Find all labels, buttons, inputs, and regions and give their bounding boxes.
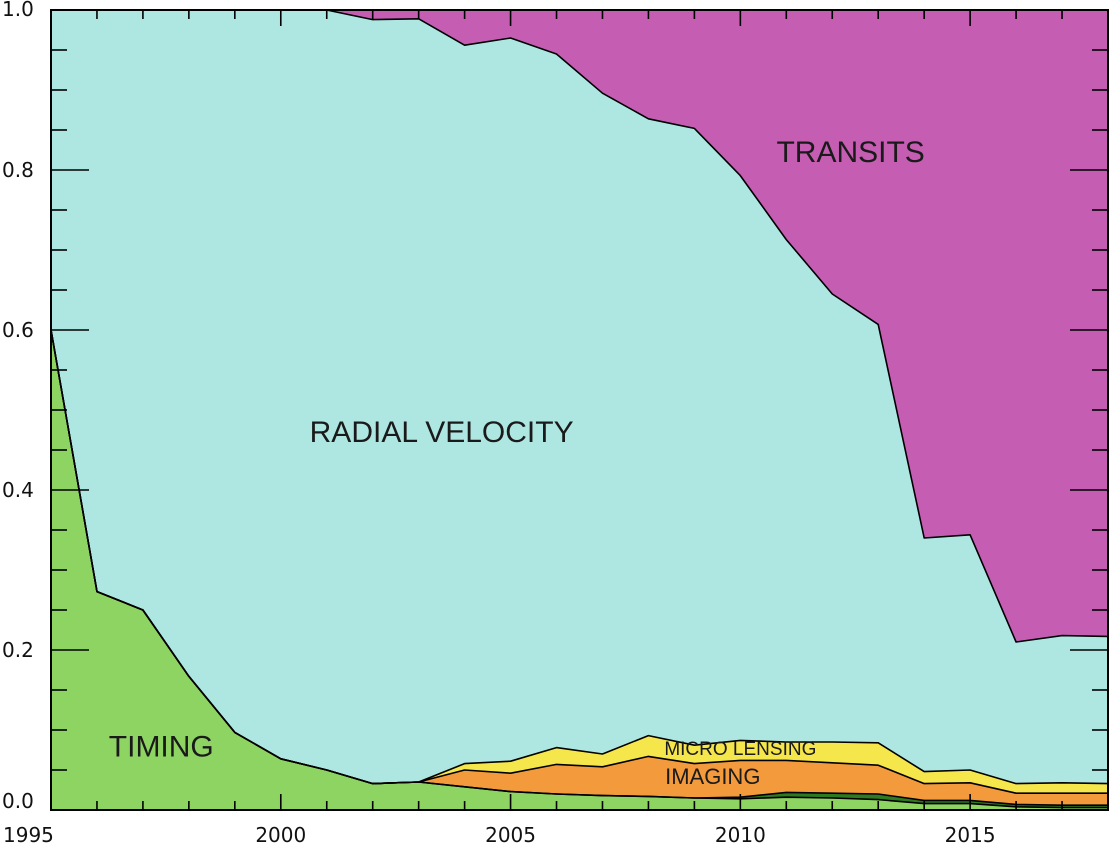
area-annotations: TRANSITS RADIAL VELOCITY TIMING MICRO LENSI…	[109, 136, 925, 789]
y-tick-label: 0.0	[2, 789, 34, 813]
y-tick-label: 0.2	[2, 638, 34, 662]
annotation-transits: TRANSITS	[776, 136, 924, 169]
x-tick-label: 2000	[255, 823, 306, 847]
annotation-radial-velocity: RADIAL VELOCITY	[310, 416, 574, 449]
x-tick-label: 2015	[945, 823, 996, 847]
tick-labels: 1995 2000 2005 2010 2015 0.0 0.2 0.4 0.6 0.8 1.0	[2, 0, 996, 847]
axis-ticks	[50, 9, 1109, 811]
y-tick-label: 0.8	[2, 158, 34, 182]
annotation-imaging: IMAGING	[665, 764, 760, 789]
area-series-group	[50, 9, 1109, 810]
boundary-line-micro-lensing	[50, 329, 1109, 785]
y-tick-label: 1.0	[2, 0, 34, 21]
area-transits	[51, 10, 1108, 642]
annotation-micro-lensing: MICRO LENSING	[664, 739, 816, 760]
area-radial-velocity	[51, 10, 1108, 784]
area-timing	[51, 330, 1108, 810]
y-tick-label: 0.4	[2, 478, 34, 502]
y-tick-label: 0.6	[2, 318, 34, 342]
x-tick-label: 2010	[715, 823, 766, 847]
x-tick-label: 1995	[3, 823, 54, 847]
annotation-timing: TIMING	[109, 730, 214, 763]
x-tick-label: 2005	[485, 823, 536, 847]
